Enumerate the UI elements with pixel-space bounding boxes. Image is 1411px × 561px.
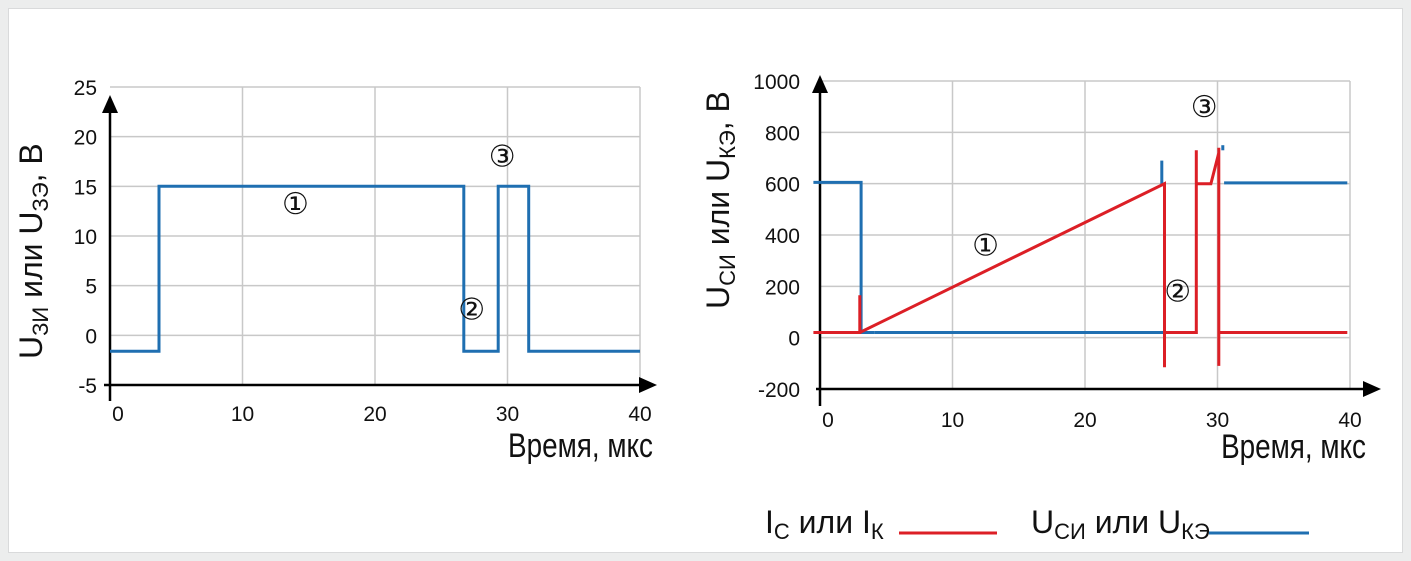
chart-1-ylabel-main: U — [13, 336, 49, 359]
chart-1-ylabel-sub2: ЗЭ — [28, 182, 53, 211]
chart-1-annotation-2: ② — [458, 293, 485, 326]
legend-label-sub1: СИ — [1054, 519, 1086, 544]
chart-2-annotation-3: ③ — [1191, 91, 1218, 124]
chart-2-xtick-label: 0 — [822, 409, 834, 432]
legend-label-1: IС или IК — [765, 504, 884, 544]
chart-1-xtick-label: 30 — [496, 403, 519, 426]
chart-2-ytick-label: 600 — [765, 174, 800, 197]
legend-label-main: I — [765, 504, 774, 540]
chart-1-xtick-label: 40 — [628, 403, 651, 426]
legend-label-mid: или I — [790, 504, 871, 540]
chart-1-ytick-label: 20 — [74, 127, 97, 150]
chart-2-xtick-label: 40 — [1338, 409, 1361, 432]
chart-1-ytick-label: 25 — [74, 77, 97, 100]
chart-2-y-axis-arrow — [812, 75, 828, 93]
chart-1-xtick-label: 10 — [231, 403, 254, 426]
chart-2-series-2-line-4 — [1196, 147, 1221, 366]
chart-2-grid — [820, 80, 1351, 389]
chart-1-annotation-3: ③ — [489, 140, 516, 173]
chart-1-ytick-label: -5 — [78, 375, 97, 398]
chart-2-xtick-label: 10 — [941, 409, 964, 432]
chart-2-x-axis-arrow — [1363, 381, 1381, 397]
chart-2-ytick-label: 0 — [788, 328, 800, 351]
chart-2-ylabel-tail: , В — [700, 91, 736, 130]
chart-2-xtick-label: 20 — [1073, 409, 1096, 432]
chart-2-series-1-line-1 — [813, 180, 875, 334]
chart-1-axes — [102, 95, 657, 401]
legend-label-main: U — [1031, 504, 1054, 540]
chart-2-y-axis-title: UСИ или UКЭ, В — [700, 91, 740, 309]
chart-1-ytick-label: 5 — [85, 276, 97, 299]
chart-1-ylabel-sub1: ЗИ — [28, 307, 53, 336]
chart-1-ytick-label: 15 — [74, 176, 97, 199]
chart-2-x-axis-title: Время, мкс — [1221, 427, 1366, 465]
chart-1-series-1-line-1 — [110, 184, 640, 353]
chart-2-ylabel-mid: или U — [700, 159, 736, 254]
figure-panel: -5 0 5 10 15 20 25 0 10 20 30 40 Время, мкс UЗИ или U… — [8, 8, 1403, 553]
chart-1-ytick-label: 10 — [74, 226, 97, 249]
legend-label-sub2: К — [871, 519, 884, 544]
chart-2-ylabel-sub2: КЭ — [715, 130, 740, 159]
chart-2-annotation-2: ② — [1164, 276, 1191, 309]
chart-2-ytick-label: -200 — [758, 379, 800, 402]
chart-1-annotation-1: ① — [282, 188, 309, 221]
chart-1-ylabel-tail: , В — [13, 143, 49, 182]
chart-1-ylabel-mid: или U — [13, 211, 49, 306]
chart-2-ytick-label: 400 — [765, 225, 800, 248]
chart-1-x-axis-title: Время, мкс — [508, 426, 653, 464]
chart-1-y-axis-arrow — [102, 95, 118, 113]
chart-2-xtick-label: 30 — [1206, 409, 1229, 432]
chart-1-xtick-label: 20 — [363, 403, 386, 426]
chart-1-series-1 — [110, 184, 640, 353]
chart-2-ylabel-sub1: СИ — [715, 254, 740, 286]
chart-2-ytick-label: 1000 — [753, 71, 800, 94]
chart-1-xtick-label: 0 — [112, 403, 124, 426]
chart-1-grid — [110, 86, 641, 385]
chart-2-ylabel-main: U — [700, 286, 736, 309]
legend-label-sub1: С — [774, 519, 790, 544]
chart-2-series-2 — [813, 147, 1348, 368]
chart-2-series-1 — [813, 145, 1348, 334]
chart-1-y-axis-title: UЗИ или UЗЭ, В — [13, 143, 53, 359]
chart-2-series-2-line-3 — [1164, 150, 1198, 334]
legend: IС или IК UСИ или UКЭ — [765, 504, 1309, 544]
chart-2-ytick-label: 200 — [765, 276, 800, 299]
chart-2-annotation-1: ① — [972, 230, 999, 263]
chart-1-x-axis-arrow — [639, 377, 657, 393]
legend-label-2: UСИ или UКЭ — [1031, 504, 1210, 544]
chart-2-series-2-line-2 — [859, 181, 1166, 368]
legend-label-mid: или U — [1086, 504, 1181, 540]
chart-1-ytick-label: 0 — [85, 325, 97, 348]
legend-label-sub2: КЭ — [1181, 519, 1210, 544]
chart-2-axes — [812, 75, 1381, 406]
chart-2-ytick-label: 800 — [765, 122, 800, 145]
